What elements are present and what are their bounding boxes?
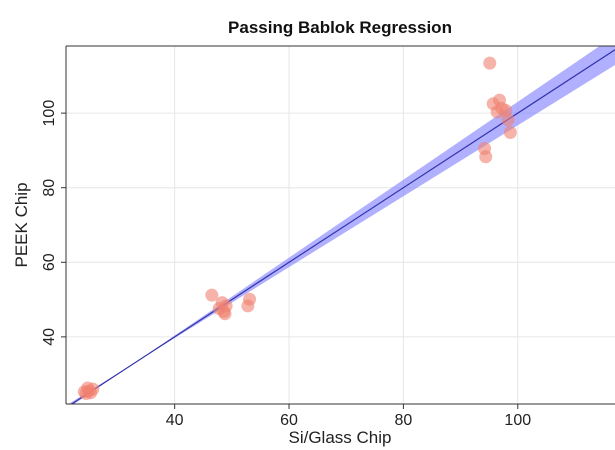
x-tick-label-0: 40 [166, 412, 184, 429]
data-point-6 [205, 288, 219, 302]
data-points-layer [77, 56, 517, 401]
data-point-13 [243, 292, 257, 306]
data-point-5 [77, 385, 91, 399]
data-point-15 [479, 150, 493, 164]
y-axis-ticks: 40 60 80 100 [41, 100, 66, 346]
y-tick-label-3: 100 [41, 100, 58, 127]
y-tick-label-1: 60 [41, 253, 58, 271]
data-point-11 [218, 307, 232, 321]
data-point-22 [501, 113, 515, 127]
y-tick-label-2: 80 [41, 179, 58, 197]
x-tick-label-1: 60 [280, 412, 298, 429]
regression-line-layer [70, 49, 615, 404]
x-axis-ticks: 40 60 80 100 [166, 404, 531, 429]
y-tick-label-0: 40 [41, 328, 58, 346]
chart-title: Passing Bablok Regression [228, 18, 452, 37]
x-tick-label-3: 100 [504, 412, 531, 429]
regression-line [70, 49, 615, 404]
data-point-23 [503, 126, 517, 140]
y-axis-label: PEEK Chip [12, 182, 31, 267]
x-axis-label: Si/Glass Chip [289, 428, 392, 447]
data-point-16 [483, 56, 497, 70]
confidence-band [68, 46, 615, 404]
confidence-band-layer [68, 46, 615, 404]
x-tick-label-2: 80 [395, 412, 413, 429]
